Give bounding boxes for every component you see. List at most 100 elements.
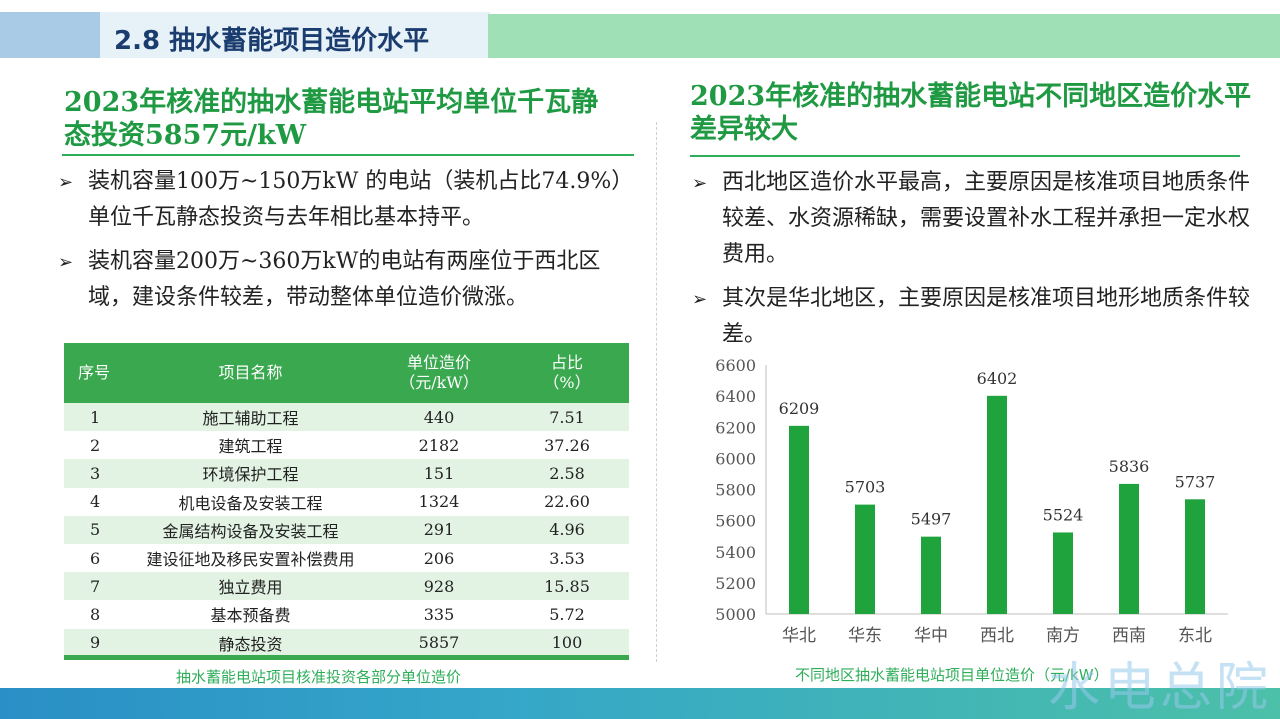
col-header: 单位造价 （元/kW） [373,343,505,403]
table-row: 5 金属结构设备及安装工程 291 4.96 [64,515,629,544]
left-heading-rule [62,154,634,156]
arrow-bullet-icon: ➢ [58,252,74,273]
table-cell: 建筑工程 [128,431,373,460]
x-tick-label: 华北 [782,626,816,646]
data-label: 5836 [1109,457,1150,476]
data-label: 6209 [779,399,820,418]
x-tick-label: 西北 [980,626,1014,646]
list-item: ➢ 其次是华北地区，主要原因是核准项目地形地质条件较差。 [692,281,1252,353]
table-row: 4 机电设备及安装工程 1324 22.60 [64,487,629,516]
table-cell: 1 [64,403,128,432]
table-cell: 15.85 [505,572,629,601]
table-cell: 3 [64,459,128,488]
table-cell: 独立费用 [128,572,373,601]
bar [1053,532,1073,614]
y-tick-label: 6400 [715,387,756,406]
regional-cost-bar-chart: 5000 5200 5400 5600 5800 6000 6200 6400 6600 6209… [715,356,1228,646]
left-heading: 2023年核准的抽水蓄能电站平均单位千瓦静态投资5857元/kW [64,87,599,151]
list-item: ➢ 装机容量200万~360万kW的电站有两座位于西北区域，建设条件较差，带动整… [58,244,638,316]
table-cell: 5.72 [505,600,629,629]
table-caption: 抽水蓄能电站项目核准投资各部分单位造价 [176,668,462,686]
bar [855,504,875,614]
table-bottom-rule [64,655,629,660]
watermark-logo-text: 水电总院 [1048,658,1273,718]
table-header-row: 序号 项目名称 单位造价 （元/kW） 占比 （%） [64,343,629,403]
arrow-bullet-icon: ➢ [58,172,74,193]
footer-band [0,688,1280,719]
table-cell: 2182 [373,431,505,460]
data-label: 5737 [1175,472,1216,491]
y-tick-label: 6000 [715,449,756,468]
chart-caption: 不同地区抽水蓄能电站项目单位造价（元/kW） [795,666,1109,684]
data-label: 5497 [911,510,952,529]
table-row: 2 建筑工程 2182 37.26 [64,431,629,460]
table-cell: 静态投资 [128,628,373,657]
col-header: 序号 [64,343,128,403]
y-tick-label: 6200 [715,418,756,437]
arrow-bullet-icon: ➢ [692,289,708,310]
table-row: 6 建设征地及移民安置补偿费用 206 3.53 [64,543,629,573]
bar [789,425,809,614]
cost-breakdown-table: 序号 项目名称 单位造价 （元/kW） 占比 （%） 1 施工辅助工程 440 7.5… [64,343,629,657]
y-tick-label: 6600 [715,356,756,375]
col-header: 项目名称 [128,343,373,403]
table-cell: 206 [373,543,505,573]
y-tick-label: 5000 [715,605,756,624]
right-bullet-list: ➢ 西北地区造价水平最高，主要原因是核准项目地质条件较差、水资源稀缺，需要设置补… [692,165,1252,361]
right-heading: 2023年核准的抽水蓄能电站不同地区造价水平差异较大 [690,81,1252,145]
arrow-bullet-icon: ➢ [692,173,708,194]
list-item: ➢ 西北地区造价水平最高，主要原因是核准项目地质条件较差、水资源稀缺，需要设置补… [692,165,1252,273]
header-accent-block [0,12,100,58]
table-cell: 5857 [373,628,505,657]
table-cell: 7.51 [505,403,629,432]
table-cell: 建设征地及移民安置补偿费用 [128,543,373,573]
table-row: 9 静态投资 5857 100 [64,628,629,657]
table-cell: 9 [64,628,128,657]
x-tick-label: 西南 [1112,626,1146,646]
table-cell: 928 [373,572,505,601]
x-tick-label: 南方 [1046,626,1080,646]
table-cell: 37.26 [505,431,629,460]
bar [1119,483,1139,614]
table-cell: 机电设备及安装工程 [128,487,373,516]
table-cell: 291 [373,515,505,544]
y-tick-label: 5200 [715,574,756,593]
table-cell: 4 [64,487,128,516]
left-bullet-list: ➢ 装机容量100万~150万kW 的电站（装机占比74.9%）单位千瓦静态投资… [58,164,638,324]
data-label: 6402 [977,369,1018,388]
x-tick-label: 东北 [1178,626,1212,646]
header-title-box [100,12,490,58]
bar [921,536,941,614]
bar [987,395,1007,614]
bullet-text: 装机容量100万~150万kW 的电站（装机占比74.9%）单位千瓦静态投资与去… [88,169,634,230]
right-heading-rule [690,155,1240,157]
y-tick-label: 5400 [715,543,756,562]
table-cell: 金属结构设备及安装工程 [128,515,373,544]
bullet-text: 其次是华北地区，主要原因是核准项目地形地质条件较差。 [722,286,1251,347]
data-label: 5524 [1043,505,1084,524]
header-green-band [488,14,1280,58]
table-cell: 施工辅助工程 [128,403,373,432]
y-tick-label: 5800 [715,481,756,500]
table-cell: 7 [64,572,128,601]
table-row: 1 施工辅助工程 440 7.51 [64,403,629,432]
x-tick-label: 华中 [914,626,948,646]
x-tick-label: 华东 [848,626,882,646]
table-cell: 1324 [373,487,505,516]
col-header: 占比 （%） [505,343,629,403]
table-cell: 440 [373,403,505,432]
table-cell: 151 [373,459,505,488]
list-item: ➢ 装机容量100万~150万kW 的电站（装机占比74.9%）单位千瓦静态投资… [58,164,638,236]
table-row: 3 环境保护工程 151 2.58 [64,459,629,488]
table-row: 8 基本预备费 335 5.72 [64,600,629,629]
bullet-text: 西北地区造价水平最高，主要原因是核准项目地质条件较差、水资源稀缺，需要设置补水工… [722,170,1251,267]
column-divider [656,122,657,662]
table-cell: 3.53 [505,543,629,573]
data-label: 5703 [845,478,886,497]
y-tick-label: 5600 [715,512,756,531]
table-cell: 5 [64,515,128,544]
bullet-text: 装机容量200万~360万kW的电站有两座位于西北区域，建设条件较差，带动整体单… [88,249,601,310]
table-cell: 100 [505,628,629,657]
table-row: 7 独立费用 928 15.85 [64,572,629,601]
table-cell: 环境保护工程 [128,459,373,488]
